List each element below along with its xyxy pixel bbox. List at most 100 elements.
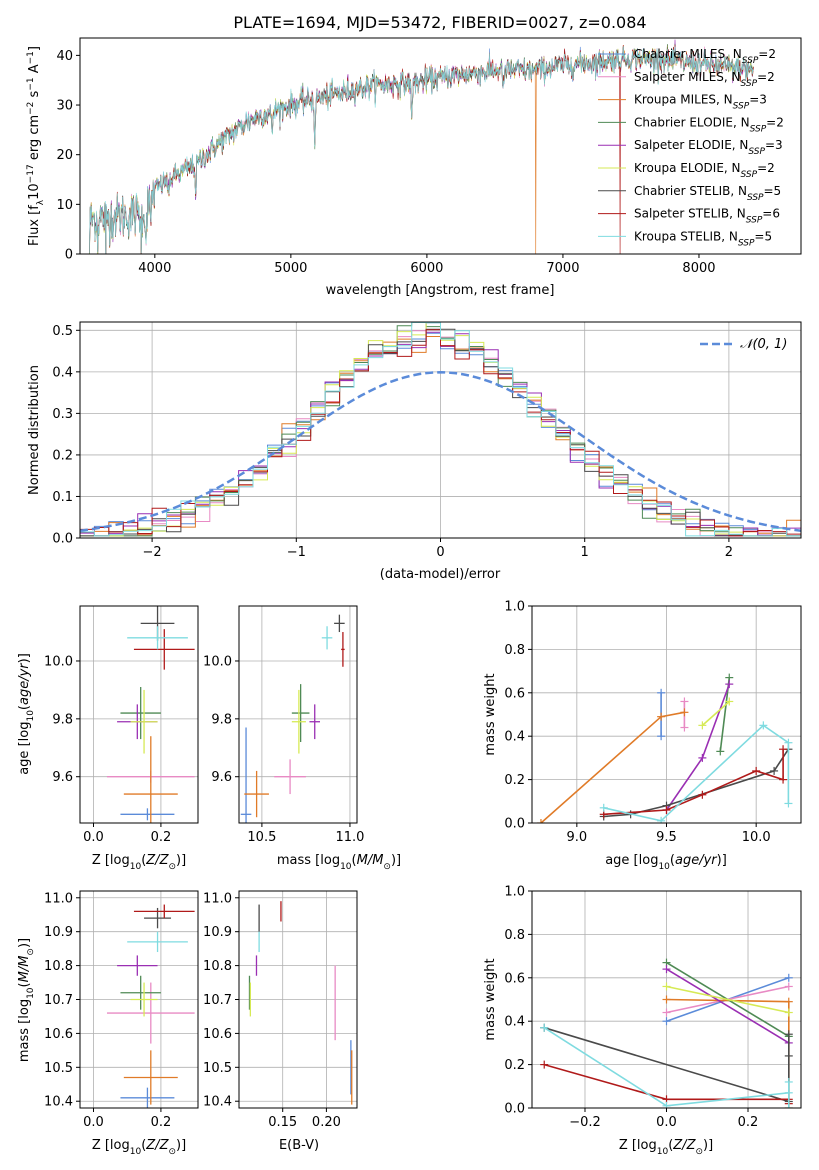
- y-tick-label: 10.5: [44, 1061, 73, 1076]
- axes-border: [238, 605, 358, 824]
- y-tick-label: 9.8: [211, 712, 232, 727]
- y-tick-label: 0.2: [504, 773, 525, 788]
- legend-entry: Chabrier STELIB, NSSP=5: [634, 184, 781, 203]
- age-Z-xlabel: Z [log10(Z/Z⊙)]: [92, 853, 186, 872]
- y-tick-label: 10.4: [44, 1095, 73, 1110]
- label-fragment: Z [log: [92, 1138, 130, 1153]
- label-fragment: )]: [391, 853, 401, 868]
- label-fragment: Z/Z: [145, 853, 169, 868]
- weight-age-xlabel: age [log10(age/yr)]: [605, 853, 727, 872]
- errorbar-point-8: [321, 626, 333, 650]
- label-fragment: ⊙: [26, 948, 36, 956]
- panel-weight_vs_Z: −0.2 0.0 0.2 0.0 0.2 0.4 0.6 0.8 1.0: [504, 885, 802, 1130]
- label-fragment: Chabrier ELODIE, N: [634, 115, 750, 129]
- panel-histogram: −2 −1 0 1 2 0.0 0.1 0.2 0.3 0.4 0.5: [52, 321, 802, 560]
- y-tick-label: 20: [56, 148, 73, 163]
- y-tick-label: 11.0: [44, 891, 73, 906]
- y-tick-label: 0.0: [504, 817, 525, 832]
- label-fragment: SSP: [746, 216, 763, 226]
- label-fragment: (: [17, 705, 32, 710]
- y-tick-label: 1.0: [504, 885, 525, 900]
- label-fragment: 10: [340, 862, 352, 872]
- label-fragment: SSP: [741, 170, 758, 180]
- normal-reference-curve: [80, 371, 801, 532]
- label-fragment: SSP: [741, 79, 758, 89]
- label-fragment: (: [17, 982, 32, 987]
- axes-border: [79, 605, 199, 824]
- errorbar-point-4: [309, 704, 321, 740]
- legend-entry: Salpeter ELODIE, NSSP=3: [634, 138, 783, 157]
- errorbar-point-1: [274, 759, 306, 795]
- errorbar-point-6: [334, 614, 345, 633]
- panel-age_vs_Z: 0.0 0.2 9.6 9.8 10.0: [44, 605, 199, 845]
- panel-age_vs_mass: 10.5 11.0 9.6 9.8 10.0: [203, 605, 364, 845]
- x-tick-label: 9.5: [656, 830, 677, 845]
- x-tick-label: 0.0: [83, 830, 104, 845]
- weight-line: [666, 985, 789, 1014]
- weight-series-5: [662, 982, 793, 1017]
- x-tick-label: 2: [725, 545, 733, 560]
- label-fragment: (: [141, 1138, 146, 1153]
- errorbar-point-2: [123, 736, 178, 823]
- weight-series-8: [599, 721, 793, 823]
- y-tick-label: 30: [56, 99, 73, 114]
- label-fragment: Z [log: [92, 853, 130, 868]
- x-tick-label: 0.0: [83, 1115, 104, 1130]
- errorbar-point-0: [120, 808, 175, 821]
- plot-content: [248, 901, 353, 1105]
- weight-line: [603, 749, 784, 816]
- x-tick-label: 1: [581, 545, 589, 560]
- label-fragment: Chabrier STELIB, N: [634, 184, 747, 198]
- label-fragment: A: [27, 64, 42, 77]
- errorbar-point-3: [120, 687, 161, 740]
- axes-border: [79, 37, 802, 255]
- panel-weight_vs_age: 9.0 9.5 10.0 0.0 0.2 0.4 0.6 0.8 1.0: [504, 600, 802, 845]
- errorbar-point-0: [240, 727, 252, 823]
- histogram-series-8: [80, 322, 801, 538]
- y-tick-label: 10.8: [203, 959, 232, 974]
- label-fragment: 10: [130, 862, 142, 872]
- y-tick-label: 11.0: [203, 891, 232, 906]
- x-tick-label: 0.2: [151, 830, 172, 845]
- x-tick-label: 0.20: [312, 1115, 341, 1130]
- x-tick-label: −1: [287, 545, 306, 560]
- panel-mass_vs_Z: 0.0 0.2 10.4 10.5 10.6 10.7 10.8 10.9 11.0: [44, 890, 199, 1130]
- plot-area: [239, 606, 357, 823]
- label-fragment: 10: [27, 183, 42, 200]
- axes-frame: 10.5 11.0 9.6 9.8 10.0: [203, 605, 364, 845]
- label-fragment: mass [log: [17, 999, 32, 1062]
- label-fragment: Salpeter MILES, N: [634, 70, 741, 84]
- label-fragment: age/yr: [675, 853, 718, 868]
- spectrum-ylabel: Flux [fλ10−17 erg cm−2 s−1 A−1]: [26, 46, 46, 246]
- x-tick-label: 7000: [546, 261, 579, 276]
- label-fragment: Kroupa MILES, N: [634, 93, 733, 107]
- label-fragment: (: [352, 853, 357, 868]
- label-fragment: s: [27, 90, 42, 101]
- errorbar-point-3: [120, 975, 161, 1010]
- label-fragment: Flux [f: [27, 205, 42, 246]
- weight-line: [666, 968, 790, 1044]
- mass-Z-ylabel: mass [log10(M/M⊙)]: [17, 938, 36, 1062]
- label-fragment: SSP: [733, 102, 750, 112]
- x-tick-label: 6000: [410, 261, 443, 276]
- histogram-ylabel: Normed distribution: [27, 365, 42, 495]
- x-tick-label: 0.15: [268, 1115, 297, 1130]
- y-tick-label: 9.6: [52, 770, 73, 785]
- y-tick-label: 1.0: [504, 600, 525, 615]
- label-fragment: 10: [657, 1147, 669, 1157]
- label-fragment: 10: [130, 1147, 142, 1157]
- y-tick-label: 9.6: [211, 770, 232, 785]
- plot-content: [80, 322, 801, 538]
- label-fragment: Kroupa STELIB, N: [634, 229, 738, 243]
- label-fragment: Z/Z: [145, 1138, 169, 1153]
- weight_vs_Z-ylabel: mass weight: [483, 958, 498, 1040]
- plot-content: [106, 606, 195, 823]
- errorbar-point-7: [341, 632, 345, 667]
- label-fragment: M/M: [17, 956, 32, 983]
- errorbar-point-8: [127, 626, 188, 650]
- axes-frame: −2 −1 0 1 2 0.0 0.1 0.2 0.3 0.4 0.5: [52, 321, 802, 560]
- x-tick-label: 10.5: [247, 830, 276, 845]
- axes-frame: 0.0 0.2 9.6 9.8 10.0: [44, 605, 199, 845]
- label-fragment: )]: [717, 853, 727, 868]
